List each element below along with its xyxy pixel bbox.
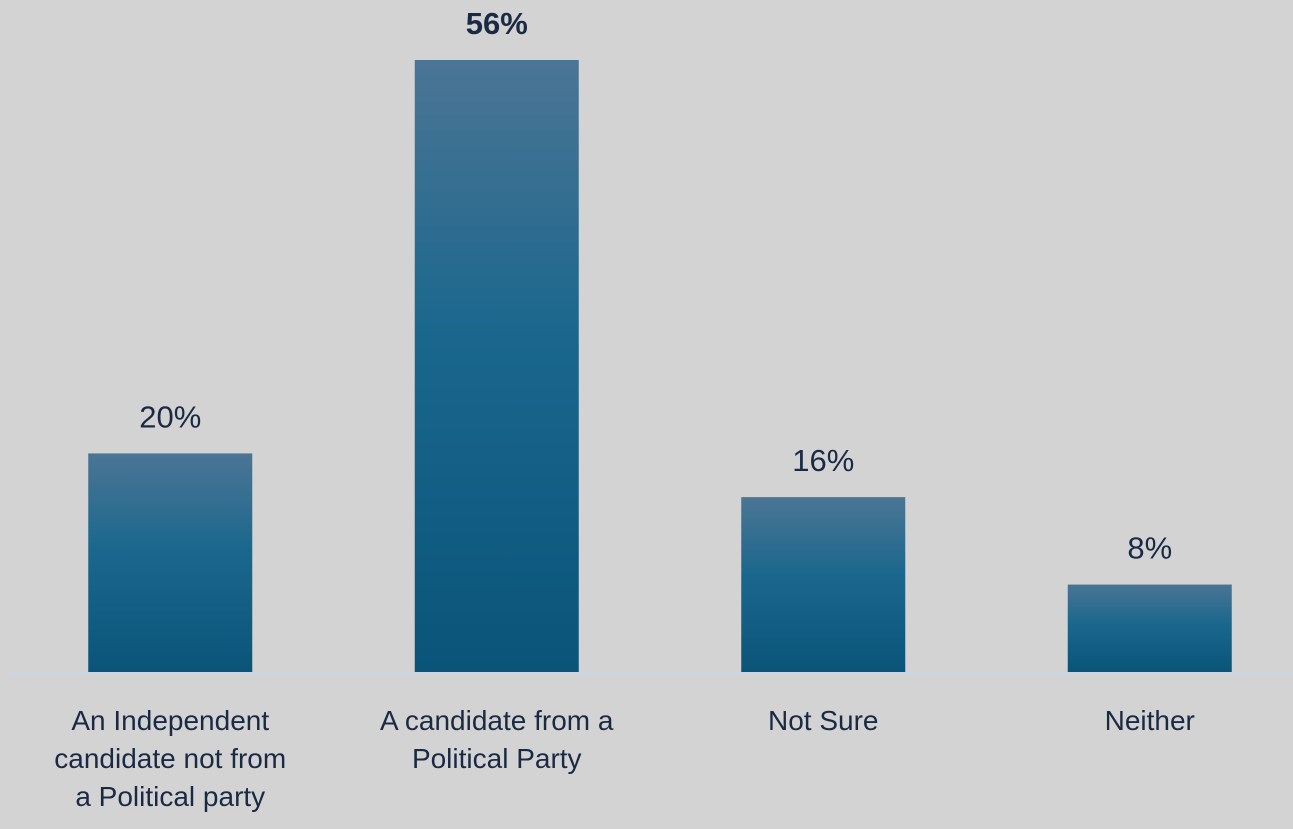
data-label-4: 8%	[1127, 531, 1172, 566]
data-labels-group: 20% 56% 16% 8%	[139, 6, 1172, 566]
category-label-line: Neither	[1105, 705, 1195, 736]
bar-1	[88, 453, 253, 672]
category-label-line: a Political party	[75, 781, 265, 812]
data-label-3: 16%	[792, 443, 854, 478]
data-label-2: 56%	[466, 6, 528, 41]
category-label-line: A candidate from a	[380, 705, 614, 736]
category-label-line: Not Sure	[768, 705, 879, 736]
category-label-3: Not Sure	[768, 705, 879, 736]
bar-2	[414, 60, 579, 672]
bar-3	[741, 497, 906, 672]
category-label-line: Political Party	[412, 743, 582, 774]
category-labels-group: An Independent candidate not from a Politi…	[54, 705, 1195, 812]
category-label-1: An Independent candidate not from a Politi…	[54, 705, 286, 812]
category-label-4: Neither	[1105, 705, 1195, 736]
bars-group	[88, 60, 1232, 672]
category-label-2: A candidate from a Political Party	[380, 705, 614, 774]
data-label-1: 20%	[139, 399, 201, 434]
bar-4	[1067, 584, 1232, 672]
category-label-line: candidate not from	[54, 743, 286, 774]
category-label-line: An Independent	[71, 705, 269, 736]
